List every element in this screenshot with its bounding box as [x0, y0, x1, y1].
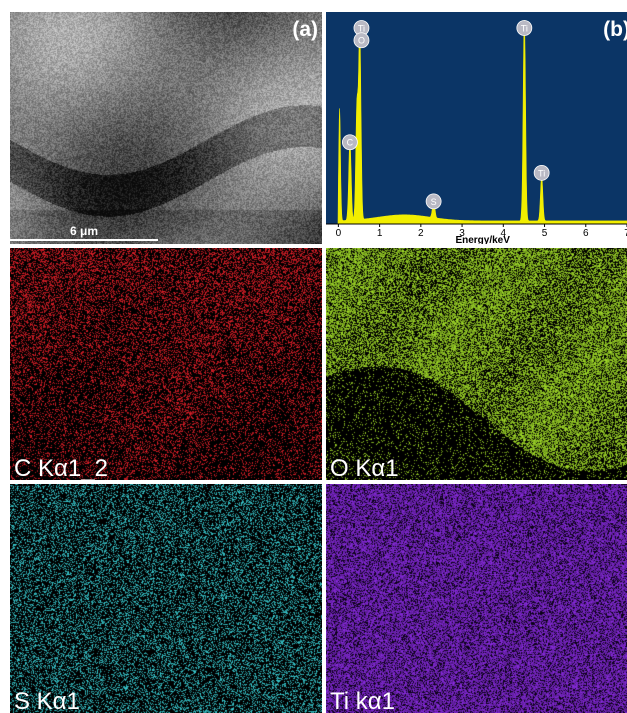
peak-label-ti: Ti [538, 168, 545, 178]
panel-label-b: (b) [603, 18, 627, 41]
sulfur-map-panel: S Kα1 [10, 484, 322, 713]
peak-marker-ti [516, 20, 533, 36]
sulfur-map-label: S Kα1 [14, 688, 80, 713]
eds-spectrum-panel: Ti O C S Ti Ti 0 1 2 3 4 5 6 7 Energy/keV (b) [326, 12, 627, 244]
x-tick-label: 6 [583, 228, 589, 239]
peak-marker-c [342, 134, 358, 151]
x-tick-label: 1 [377, 228, 383, 239]
x-tick-label: 4 [501, 228, 507, 239]
peak-marker-ti [533, 164, 550, 181]
peak-marker-s [425, 193, 442, 210]
x-tick-label: 5 [542, 228, 548, 239]
x-tick-label: 3 [459, 228, 465, 239]
scale-bar-label: 6 μm [69, 224, 99, 238]
panel-label-a: (a) [292, 18, 318, 41]
oxygen-map [326, 248, 627, 480]
scale-bar: 6 μm [10, 224, 158, 241]
carbon-map-label: C Kα1_2 [14, 455, 108, 480]
peak-label-o: O [358, 36, 365, 46]
peak-label-c: C [347, 138, 354, 148]
x-tick-label: 7 [624, 228, 627, 239]
peak-marker-o [353, 32, 370, 49]
peak-label-s: S [431, 197, 437, 207]
titanium-map-label: Ti kα1 [330, 688, 395, 713]
eds-plot-background [326, 12, 627, 224]
eds-spectrum-chart: Ti O C S Ti Ti 0 1 2 3 4 5 6 7 Energy/keV [326, 12, 627, 244]
peak-label-ti: Ti [358, 24, 365, 34]
x-axis-label: Energy/keV [455, 235, 510, 244]
sem-image-panel: (a) 6 μm [10, 12, 322, 244]
sem-micrograph [10, 12, 322, 244]
eds-spectrum-area [336, 19, 627, 225]
carbon-map [10, 248, 322, 480]
titanium-map [326, 484, 627, 713]
scale-bar-line [10, 239, 158, 241]
x-tick-label: 2 [418, 228, 424, 239]
x-tick-label: 0 [336, 228, 342, 239]
titanium-map-panel: Ti kα1 [326, 484, 627, 713]
carbon-map-panel: C Kα1_2 [10, 248, 322, 480]
oxygen-map-label: O Kα1 [330, 455, 399, 480]
oxygen-map-panel: O Kα1 [326, 248, 627, 480]
peak-label-ti: Ti [521, 24, 528, 34]
sulfur-map [10, 484, 322, 713]
